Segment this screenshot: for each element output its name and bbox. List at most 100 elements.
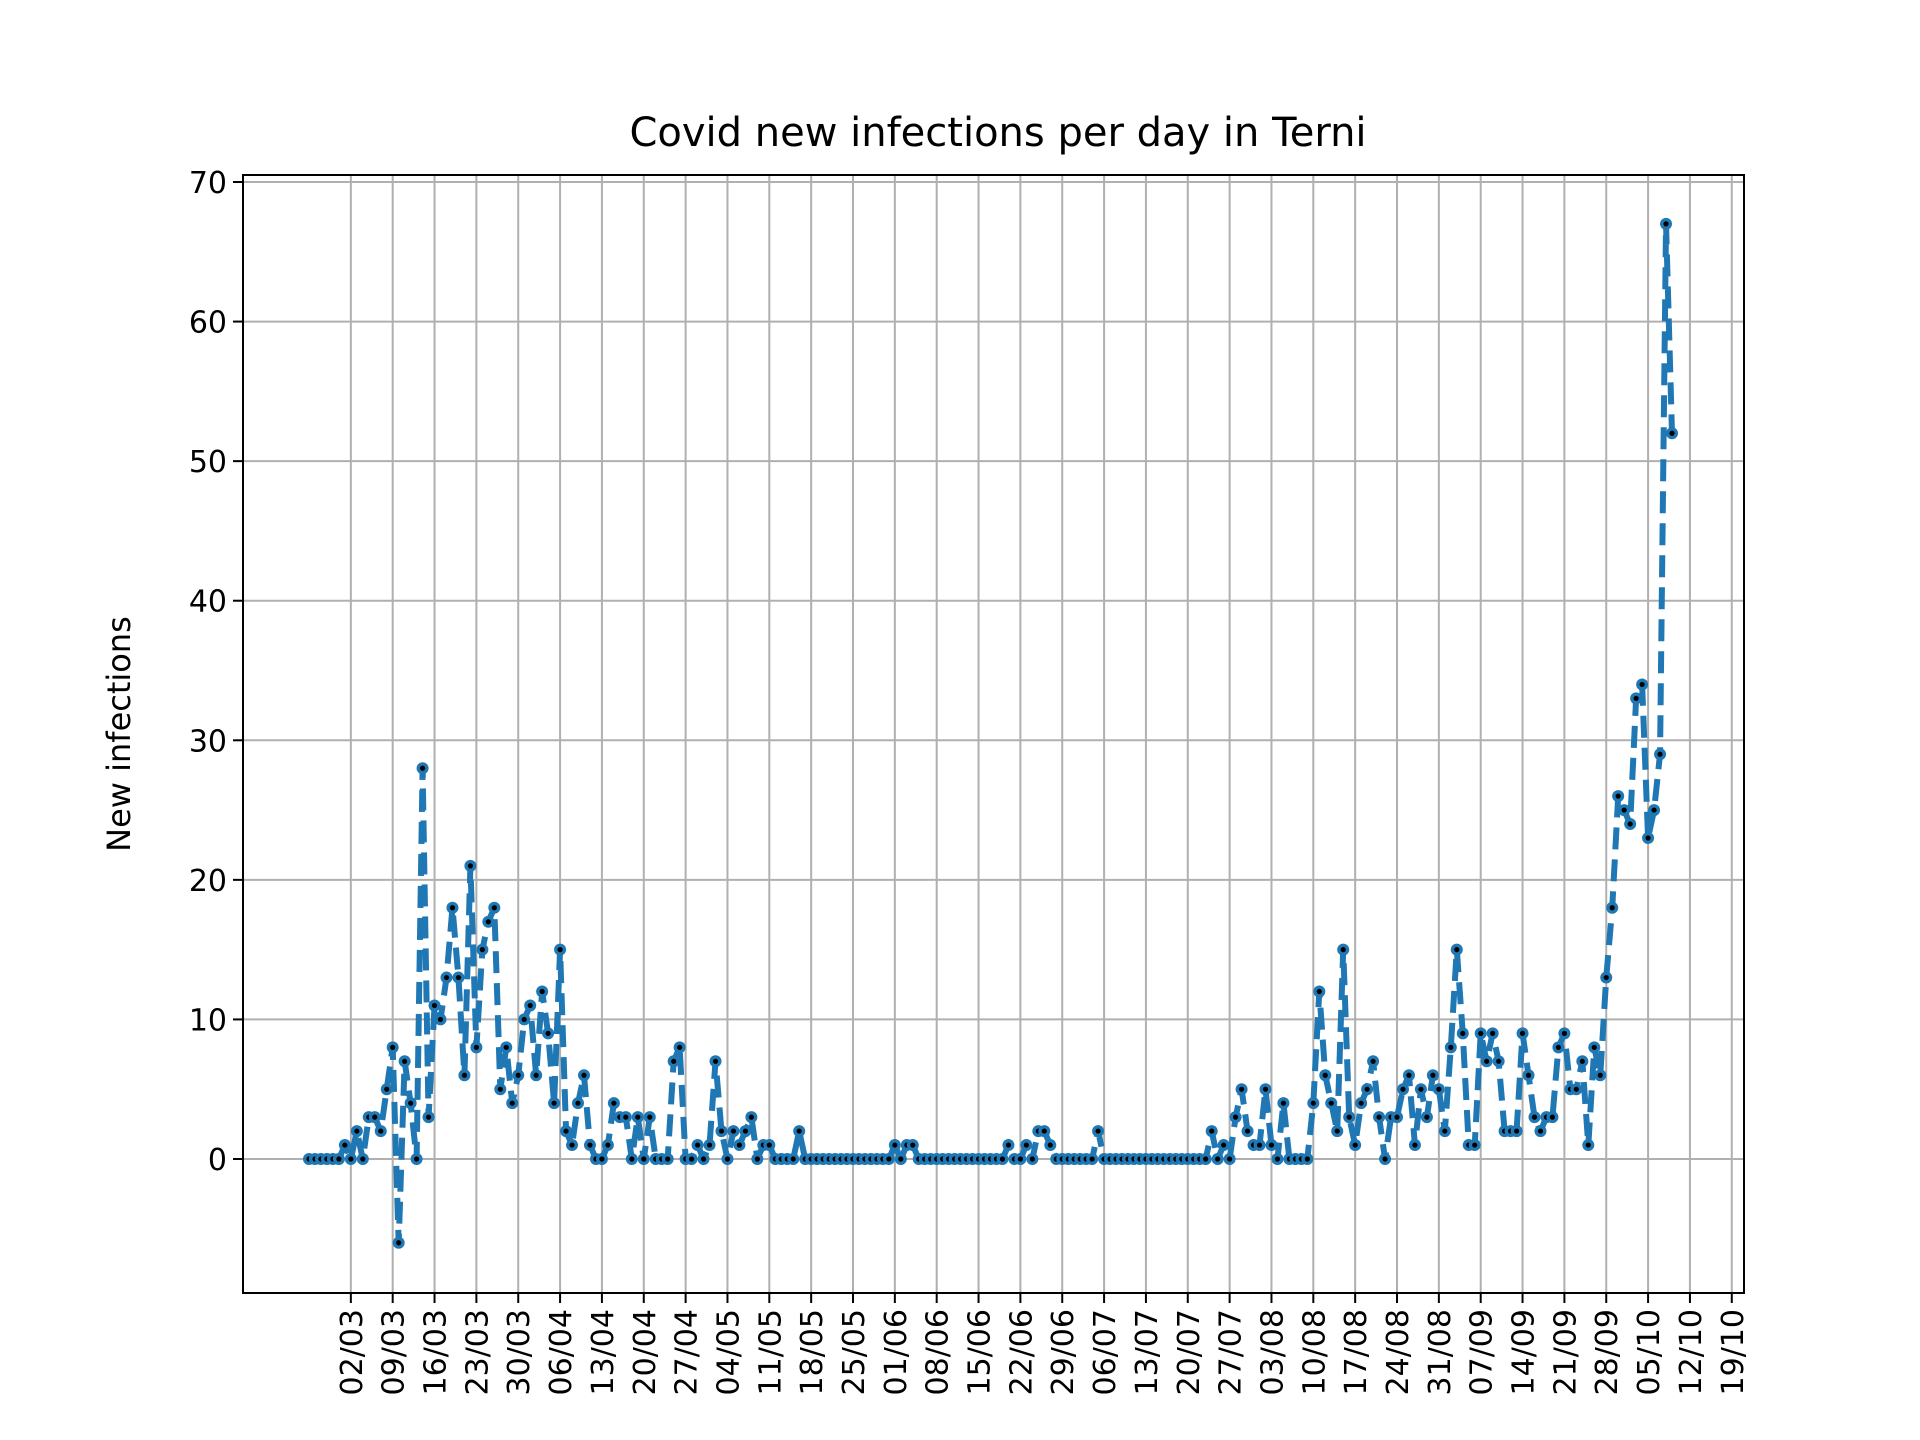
data-point-center — [443, 974, 450, 981]
data-point-center — [503, 1044, 509, 1050]
data-point-center — [533, 1072, 539, 1078]
data-point-center — [384, 1086, 390, 1092]
data-point-center — [1322, 1072, 1328, 1078]
y-axis-label: New infections — [100, 616, 138, 852]
data-point-center — [1561, 1030, 1567, 1036]
x-tick-label: 12/10 — [1674, 1309, 1709, 1395]
y-tick-label: 60 — [189, 306, 227, 341]
data-point-center — [796, 1128, 802, 1134]
data-point-center — [724, 1156, 731, 1162]
data-point-center — [766, 1142, 772, 1148]
data-point-center — [479, 947, 485, 953]
x-tick-label: 30/03 — [502, 1309, 537, 1395]
data-point-center — [1531, 1114, 1538, 1120]
data-point-center — [491, 905, 497, 911]
data-point-center — [1513, 1128, 1520, 1134]
data-point-center — [1394, 1114, 1400, 1120]
data-point-center — [1484, 1058, 1490, 1064]
x-tick-label: 05/10 — [1632, 1309, 1667, 1395]
data-point-center — [575, 1100, 581, 1106]
data-point-center — [1669, 430, 1675, 436]
data-point-center — [587, 1142, 593, 1148]
data-point-center — [748, 1114, 754, 1120]
data-point-center — [539, 988, 545, 995]
data-point-center — [354, 1128, 360, 1134]
data-point-center — [647, 1114, 653, 1120]
y-tick-label: 40 — [189, 585, 227, 620]
data-point-center — [671, 1058, 677, 1064]
data-point-center — [1633, 695, 1639, 702]
data-point-center — [641, 1156, 647, 1162]
data-point-center — [1310, 1100, 1316, 1106]
x-tick-label: 15/06 — [963, 1309, 998, 1395]
data-point-center — [790, 1156, 796, 1162]
data-point-center — [1591, 1044, 1597, 1050]
data-point-center — [754, 1156, 760, 1162]
data-point-center — [449, 905, 456, 911]
y-tick-label: 30 — [189, 724, 227, 759]
data-point-center — [402, 1058, 408, 1064]
data-point-center — [623, 1114, 629, 1120]
data-point-center — [1519, 1030, 1526, 1036]
x-tick-label: 25/05 — [837, 1309, 872, 1395]
x-tick-label: 04/05 — [711, 1309, 746, 1395]
x-tick-label: 21/09 — [1548, 1309, 1583, 1395]
data-point-center — [677, 1044, 683, 1050]
chart-title: Covid new infections per day in Terni — [629, 110, 1366, 156]
x-tick-label: 07/09 — [1465, 1309, 1500, 1395]
x-tick-label: 27/04 — [670, 1309, 705, 1395]
data-point-center — [665, 1156, 671, 1162]
data-point-center — [1657, 751, 1663, 757]
data-point-center — [1095, 1128, 1101, 1134]
data-point-center — [712, 1058, 719, 1064]
data-point-center — [1490, 1030, 1496, 1036]
data-point-center — [1478, 1030, 1484, 1036]
data-point-center — [1537, 1128, 1544, 1134]
data-point-center — [886, 1156, 892, 1162]
y-tick-label: 10 — [189, 1003, 227, 1038]
x-tick-label: 11/05 — [753, 1309, 788, 1395]
x-tick-label: 14/09 — [1507, 1309, 1542, 1395]
series-layer — [303, 217, 1678, 1249]
data-point-center — [390, 1044, 396, 1050]
data-point-center — [1430, 1072, 1436, 1078]
data-point-center — [1238, 1086, 1245, 1092]
data-point-center — [1346, 1114, 1352, 1120]
data-point-center — [414, 1156, 420, 1162]
data-point-center — [1256, 1142, 1263, 1148]
data-point-center — [910, 1142, 916, 1148]
data-point-center — [1221, 1142, 1227, 1148]
data-point-center — [437, 1016, 444, 1023]
data-point-center — [1579, 1058, 1585, 1064]
data-point-center — [372, 1114, 378, 1120]
data-point-center — [336, 1156, 342, 1162]
data-point-center — [515, 1072, 521, 1078]
x-tick-label: 13/07 — [1130, 1309, 1165, 1395]
data-point-center — [545, 1030, 551, 1036]
data-point-center — [1573, 1086, 1579, 1092]
data-point-center — [1609, 905, 1615, 911]
data-point-center — [1089, 1156, 1095, 1162]
data-point-center — [1334, 1128, 1340, 1134]
data-point-center — [1639, 681, 1645, 688]
data-point-center — [1603, 974, 1609, 981]
series-line — [309, 220, 1675, 1246]
x-tick-label: 28/09 — [1590, 1309, 1625, 1395]
x-tick-label: 20/04 — [628, 1309, 663, 1395]
data-point-center — [611, 1100, 617, 1106]
data-point-center — [1615, 793, 1621, 799]
data-point-center — [898, 1156, 904, 1162]
data-point-center — [509, 1100, 515, 1106]
x-tick-label: 24/08 — [1381, 1309, 1416, 1395]
y-tick-label: 50 — [189, 445, 227, 480]
x-tick-label: 23/03 — [460, 1309, 495, 1395]
data-point-center — [1651, 807, 1657, 813]
data-point-center — [1328, 1100, 1334, 1106]
data-point-center — [892, 1142, 898, 1148]
data-point-center — [425, 1114, 432, 1120]
data-point-center — [348, 1156, 354, 1162]
x-tick-label: 16/03 — [419, 1309, 454, 1395]
y-tick-label: 0 — [208, 1143, 227, 1178]
x-tick-label: 22/06 — [1004, 1309, 1039, 1395]
data-point-center — [1406, 1072, 1412, 1078]
